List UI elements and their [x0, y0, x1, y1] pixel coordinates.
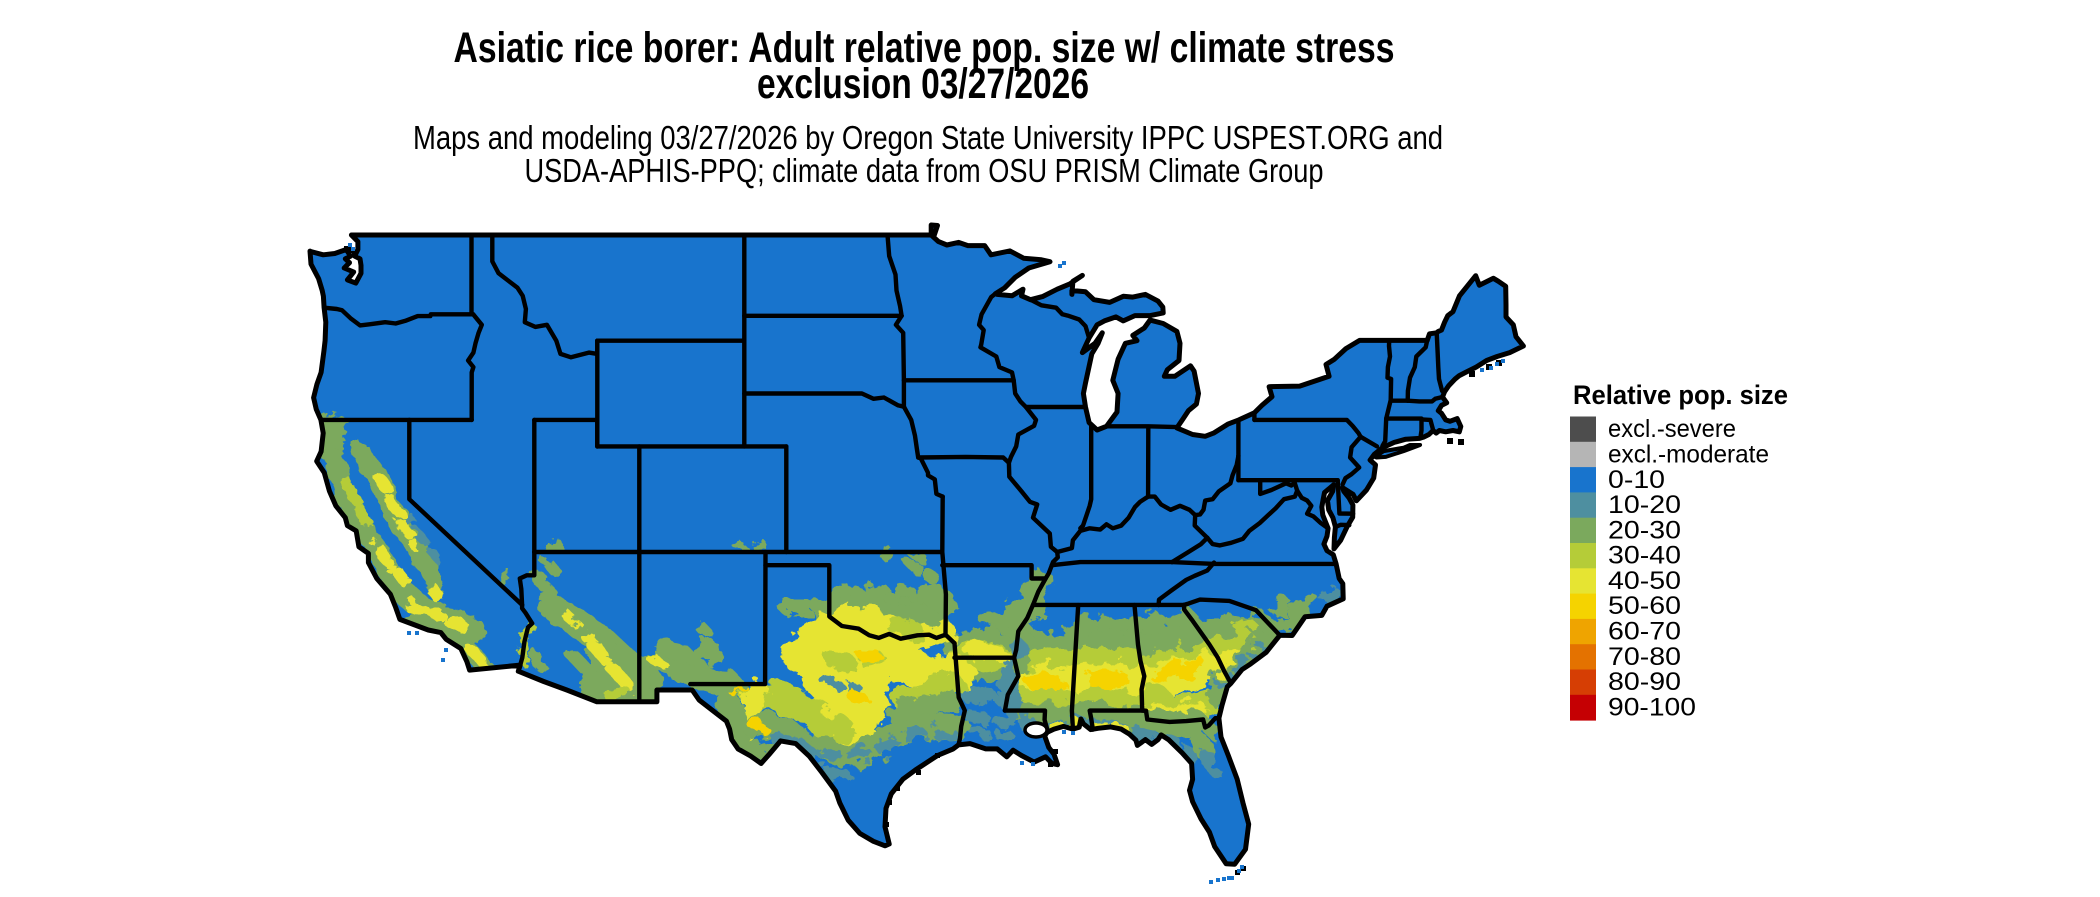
- svg-text:excl.-severe: excl.-severe: [1608, 415, 1736, 443]
- svg-text:80-90: 80-90: [1608, 668, 1681, 696]
- svg-text:60-70: 60-70: [1608, 618, 1681, 646]
- svg-text:30-40: 30-40: [1608, 542, 1681, 570]
- svg-text:Asiatic rice borer: Adult rela: Asiatic rice borer: Adult relative pop. …: [454, 24, 1395, 72]
- svg-text:USDA-APHIS-PPQ; climate data f: USDA-APHIS-PPQ; climate data from OSU PR…: [525, 152, 1324, 189]
- svg-text:70-80: 70-80: [1608, 643, 1681, 671]
- svg-text:0-10: 0-10: [1608, 466, 1665, 494]
- svg-text:Maps and modeling 03/27/2026 b: Maps and modeling 03/27/2026 by Oregon S…: [413, 119, 1443, 156]
- svg-text:excl.-moderate: excl.-moderate: [1608, 440, 1769, 468]
- svg-text:Relative pop. size: Relative pop. size: [1573, 380, 1788, 410]
- svg-text:50-60: 50-60: [1608, 592, 1681, 620]
- svg-text:90-100: 90-100: [1608, 693, 1696, 721]
- svg-text:10-20: 10-20: [1608, 491, 1681, 519]
- svg-text:40-50: 40-50: [1608, 567, 1681, 595]
- svg-text:exclusion 03/27/2026: exclusion 03/27/2026: [757, 60, 1089, 108]
- svg-text:20-30: 20-30: [1608, 516, 1681, 544]
